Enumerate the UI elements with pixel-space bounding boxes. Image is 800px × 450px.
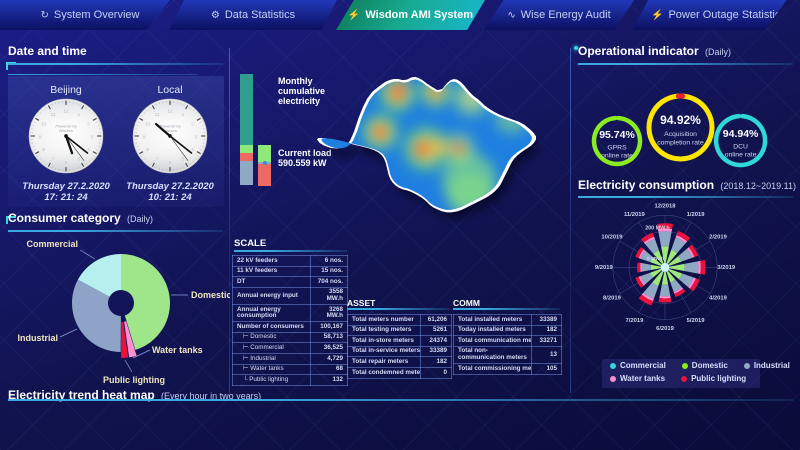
- svg-text:12: 12: [167, 108, 173, 114]
- svg-text:2/2019: 2/2019: [709, 234, 728, 240]
- svg-text:5: 5: [182, 157, 185, 163]
- svg-text:6: 6: [169, 160, 172, 166]
- svg-text:Water tanks: Water tanks: [152, 345, 203, 355]
- svg-text:2: 2: [191, 121, 194, 127]
- svg-text:9: 9: [143, 134, 146, 140]
- svg-text:Industrial: Industrial: [17, 333, 58, 343]
- svg-text:94.94%: 94.94%: [723, 128, 759, 140]
- svg-text:3: 3: [194, 134, 197, 140]
- svg-text:7: 7: [156, 157, 159, 163]
- svg-text:6/2019: 6/2019: [656, 326, 675, 332]
- svg-text:8: 8: [42, 147, 45, 153]
- svg-text:Commercial: Commercial: [26, 239, 78, 249]
- svg-text:2: 2: [87, 121, 90, 127]
- svg-text:8/2019: 8/2019: [603, 296, 622, 302]
- svg-text:Public lighting: Public lighting: [103, 375, 165, 385]
- svg-text:10: 10: [41, 121, 47, 127]
- svg-text:6: 6: [65, 160, 68, 166]
- svg-text:Acquisition: Acquisition: [664, 131, 697, 138]
- svg-text:4/2019: 4/2019: [709, 296, 728, 302]
- svg-text:11: 11: [51, 112, 56, 118]
- svg-text:9/2019: 9/2019: [595, 265, 614, 271]
- svg-text:1/2019: 1/2019: [687, 212, 706, 218]
- svg-text:9: 9: [39, 134, 42, 140]
- svg-text:11: 11: [155, 112, 160, 118]
- svg-text:8: 8: [146, 147, 149, 153]
- svg-text:3/2019: 3/2019: [717, 265, 736, 271]
- svg-text:10: 10: [145, 121, 151, 127]
- svg-text:7: 7: [52, 157, 55, 163]
- svg-text:7/2019: 7/2019: [625, 318, 644, 324]
- svg-text:DCU: DCU: [733, 144, 748, 151]
- svg-text:online rate: online rate: [725, 152, 757, 159]
- svg-text:1: 1: [182, 112, 185, 118]
- svg-text:1: 1: [78, 112, 81, 118]
- svg-text:3: 3: [90, 134, 93, 140]
- svg-text:Domestic: Domestic: [191, 290, 230, 300]
- svg-text:5: 5: [78, 157, 81, 163]
- svg-text:Wisdom: Wisdom: [59, 128, 74, 133]
- svg-text:12: 12: [63, 108, 69, 114]
- svg-text:5/2019: 5/2019: [687, 318, 706, 324]
